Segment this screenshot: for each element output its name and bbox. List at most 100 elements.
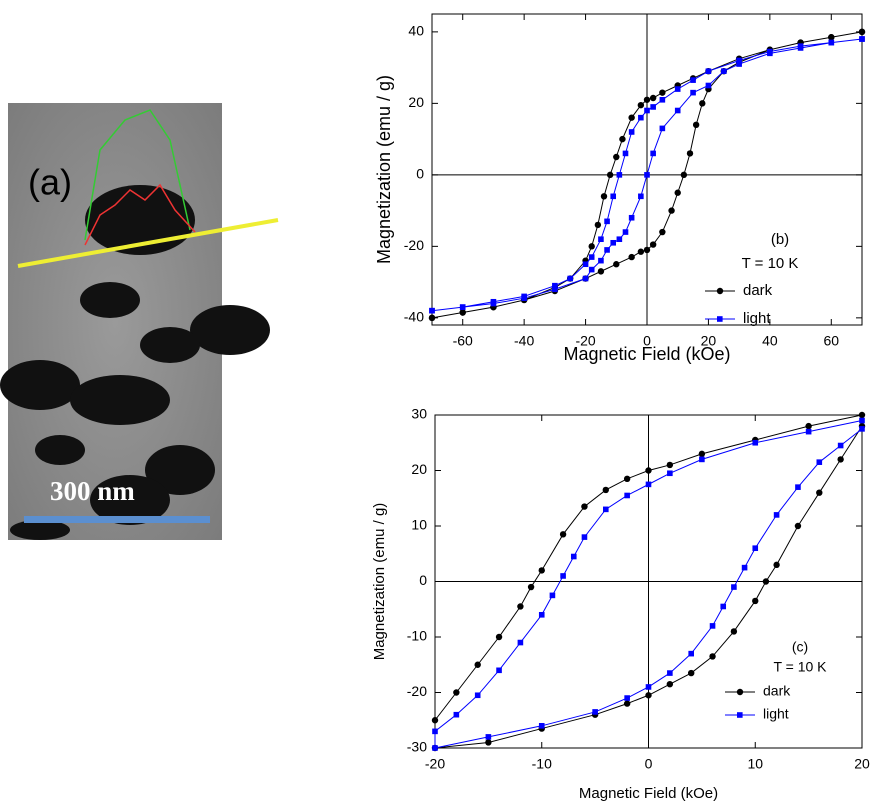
scan-line [17,218,279,268]
marker [628,129,635,135]
marker [668,207,675,214]
marker [741,564,748,571]
y-tick-label: -20 [407,683,427,699]
x-tick-label: 20 [701,333,717,349]
marker [594,221,602,229]
marker [623,475,631,483]
marker [459,304,466,310]
marker [680,171,688,179]
marker [602,486,609,494]
marker [485,739,492,746]
marker [828,39,835,46]
marker [538,723,545,729]
marker [720,68,727,74]
y-tick-label: 20 [408,94,424,110]
marker [705,82,712,89]
marker [588,254,595,260]
marker [638,114,644,121]
annotation: (b) [771,231,789,248]
marker [643,246,651,254]
marker [698,450,706,458]
marker [538,567,545,574]
marker [485,734,492,740]
x-tick-label: 20 [854,756,870,772]
marker [720,603,727,610]
tem-image: (a) 300 nm [0,103,279,540]
y-tick-label: 30 [411,406,427,422]
series-line [434,420,863,749]
y-tick-label: -10 [407,628,427,644]
marker [610,193,617,200]
marker [859,426,865,432]
marker [552,286,558,293]
marker [736,57,742,64]
marker [794,522,802,530]
legend-title: T = 10 K [773,659,827,675]
marker [429,307,435,314]
marker [690,77,696,83]
marker [600,193,608,200]
legend-marker [716,287,724,295]
y-axis-label: Magnetization (emu / g) [374,75,394,264]
legend-marker [737,712,743,718]
marker [517,603,524,610]
marker [610,239,617,246]
y-tick-label: 0 [416,166,424,182]
legend-label: light [743,310,771,327]
marker [560,573,566,579]
marker [674,189,681,196]
marker [688,669,695,677]
marker [431,717,439,724]
red-profile [84,183,196,246]
marker [559,531,567,538]
marker [797,45,804,51]
marker [650,150,656,157]
marker [767,50,773,57]
marker [616,236,623,243]
marker [736,61,742,67]
marker [432,745,438,751]
marker [453,689,460,696]
marker [674,86,681,92]
marker [659,125,666,132]
x-tick-label: -60 [453,333,473,349]
x-tick-label: 40 [762,333,778,349]
x-axis-label: Magnetic Field (kOe) [563,344,730,364]
x-tick-label: -20 [575,333,595,349]
marker [667,470,673,477]
marker [598,257,604,264]
marker [644,107,650,114]
marker [795,484,801,490]
y-tick-label: 0 [419,572,427,588]
marker [645,467,652,474]
y-tick-label: 40 [408,23,424,39]
marker [517,639,524,646]
annotation: (c) [792,639,808,655]
marker [659,228,666,236]
marker [645,684,652,690]
marker [490,300,497,307]
marker [628,114,635,121]
marker [659,96,666,103]
marker [459,309,466,316]
marker [731,584,737,590]
marker [638,193,644,200]
x-tick-label: -10 [532,756,552,772]
scale-bar-label: 300 nm [50,476,135,506]
marker [730,628,738,635]
y-tick-label: 10 [411,517,427,533]
legend-label: dark [743,282,773,299]
marker [619,135,626,143]
legend-label: dark [763,683,791,699]
marker [538,612,545,618]
marker [666,461,674,469]
marker [613,261,620,268]
y-axis-label: Magnetization (emu / g) [371,503,388,661]
marker [859,36,865,42]
marker [674,107,681,114]
marker [628,214,635,221]
marker [686,150,694,157]
marker [773,561,780,569]
marker [474,692,481,699]
